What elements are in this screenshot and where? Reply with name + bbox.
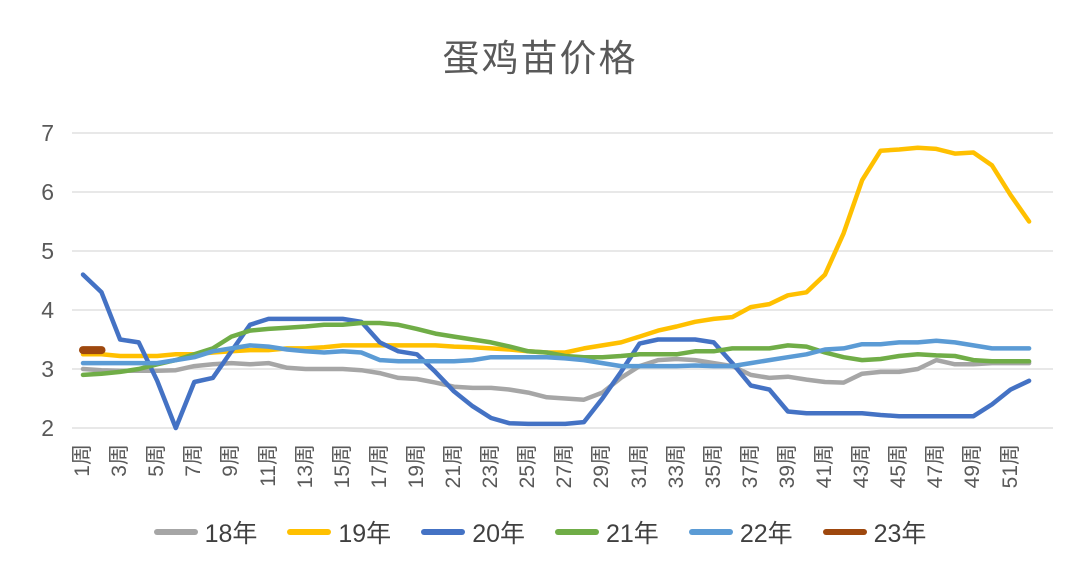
x-axis-label-49周: 49周 bbox=[961, 444, 985, 489]
legend-item-21年: 21年 bbox=[555, 514, 659, 550]
x-axis-label-39周: 39周 bbox=[775, 444, 799, 489]
legend-item-18年: 18年 bbox=[153, 514, 258, 550]
x-axis-label-23周: 23周 bbox=[479, 444, 503, 489]
legend-item-22年: 22年 bbox=[688, 514, 793, 550]
x-axis-label-7周: 7周 bbox=[182, 444, 206, 477]
x-axis-label-5周: 5周 bbox=[145, 444, 169, 477]
x-axis-label-1周: 1周 bbox=[71, 444, 94, 477]
y-axis-label-3: 3 bbox=[41, 356, 54, 382]
series-line-20年 bbox=[80, 272, 1032, 431]
legend-swatch-20年 bbox=[421, 529, 466, 535]
x-axis-label-29周: 29周 bbox=[590, 444, 614, 489]
x-axis-label-25周: 25周 bbox=[516, 444, 540, 489]
legend-swatch-21年 bbox=[555, 529, 599, 535]
x-axis-label-41周: 41周 bbox=[813, 444, 836, 489]
legend-item-20年: 20年 bbox=[421, 514, 525, 550]
legend-item-23年: 23年 bbox=[822, 514, 927, 550]
chart-legend: 18年 19年 20年 21年 22年 23年 bbox=[0, 514, 1080, 550]
legend-swatch-22年 bbox=[688, 529, 733, 535]
x-axis-label-11周: 11周 bbox=[256, 444, 280, 487]
y-axis-label-4: 4 bbox=[41, 297, 54, 323]
x-axis-label-43周: 43周 bbox=[850, 444, 874, 489]
x-axis-label-9周: 9周 bbox=[219, 444, 243, 477]
legend-swatch-19年 bbox=[287, 529, 332, 535]
y-axis-label-2: 2 bbox=[41, 415, 54, 441]
chart-title: 蛋鸡苗价格 bbox=[442, 37, 638, 80]
series-line-19年 bbox=[80, 145, 1032, 359]
x-axis-label-15周: 15周 bbox=[330, 444, 354, 489]
y-axis-label-7: 7 bbox=[41, 120, 54, 146]
x-axis-label-3周: 3周 bbox=[108, 444, 132, 477]
x-axis-label-33周: 33周 bbox=[664, 444, 688, 489]
legend-label-18年: 18年 bbox=[204, 520, 258, 548]
x-axis-label-35周: 35周 bbox=[701, 444, 725, 489]
legend-label-23年: 23年 bbox=[873, 520, 927, 548]
x-axis-label-19周: 19周 bbox=[404, 444, 428, 489]
legend-item-19年: 19年 bbox=[287, 514, 391, 550]
x-axis-label-31周: 31周 bbox=[627, 444, 651, 489]
series-line-18年 bbox=[80, 356, 1032, 402]
series-line-22年 bbox=[80, 338, 1032, 369]
series-line-21年 bbox=[80, 320, 1032, 378]
legend-label-21年: 21年 bbox=[606, 520, 659, 548]
y-axis-label-6: 6 bbox=[41, 179, 54, 205]
legend-swatch-23年 bbox=[822, 529, 867, 535]
x-axis-label-21周: 21周 bbox=[442, 444, 465, 489]
x-axis-label-17周: 17周 bbox=[367, 444, 391, 489]
x-axis-label-45周: 45周 bbox=[887, 444, 911, 489]
x-axis-label-47周: 47周 bbox=[924, 444, 948, 489]
legend-swatch-18年 bbox=[153, 529, 198, 535]
x-axis-label-37周: 37周 bbox=[738, 444, 762, 489]
legend-label-19年: 19年 bbox=[338, 520, 392, 548]
x-axis-label-27周: 27周 bbox=[553, 444, 577, 489]
legend-label-22年: 22年 bbox=[739, 520, 793, 548]
x-axis-label-51周: 51周 bbox=[998, 444, 1022, 489]
legend-label-20年: 20年 bbox=[472, 520, 525, 548]
x-axis-label-13周: 13周 bbox=[293, 444, 317, 489]
y-axis-label-5: 5 bbox=[41, 238, 54, 264]
